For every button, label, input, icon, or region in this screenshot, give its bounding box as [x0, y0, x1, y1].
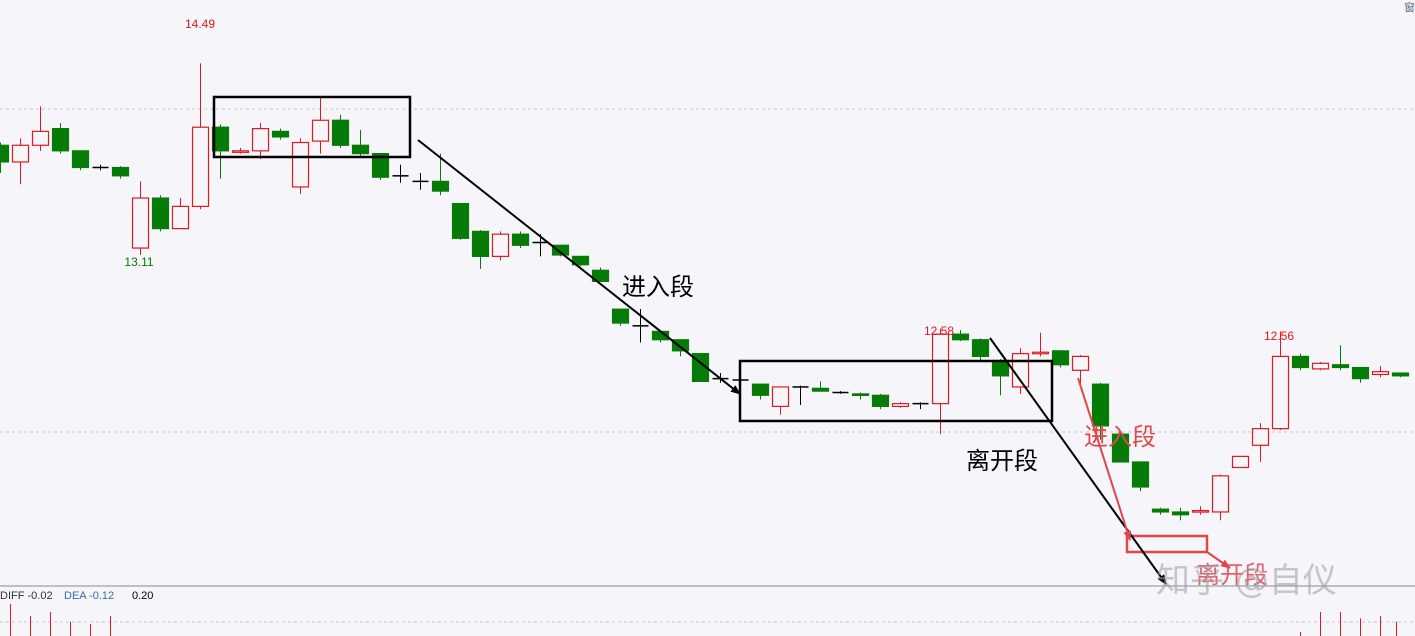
candle-body	[0, 144, 10, 163]
candle-body	[1151, 508, 1170, 513]
candle-body	[1331, 364, 1350, 369]
candle-body	[51, 128, 70, 152]
exit-segment-label-red: 离开段	[1196, 561, 1268, 589]
candle-body	[1191, 509, 1210, 513]
candle-body	[1291, 355, 1310, 369]
candle-body	[991, 359, 1010, 377]
candle-body	[1111, 433, 1130, 463]
annotation-overlay	[212, 95, 1231, 585]
consolidation-box	[212, 95, 412, 159]
candles	[0, 63, 1410, 636]
grid-lines	[0, 108, 1415, 623]
high-price-label: 14.49	[185, 17, 215, 31]
candle-body	[1091, 383, 1110, 427]
candle-body	[371, 153, 390, 178]
candle-body	[891, 403, 910, 408]
candle-body	[1351, 366, 1370, 380]
candle-body	[511, 233, 530, 246]
candle-body	[571, 255, 590, 266]
candle-body	[1231, 455, 1250, 469]
candle-body	[151, 197, 170, 230]
candle-body	[1051, 350, 1070, 366]
entry-arrow	[417, 139, 741, 395]
candle-body	[1311, 362, 1330, 370]
candle-body	[491, 233, 510, 257]
candle-body	[351, 144, 370, 155]
candle-body	[11, 144, 30, 163]
high-price-label: 12.58	[924, 324, 954, 338]
candle-body	[431, 180, 450, 192]
dea-label: DEA -0.12	[64, 590, 114, 602]
candle-body	[271, 130, 290, 138]
exit-arrow-red	[1206, 551, 1231, 569]
candle-body	[591, 269, 610, 282]
candle-body	[931, 333, 950, 405]
candle-body	[951, 333, 970, 341]
watermark: 知乎 @自仪	[1156, 561, 1337, 601]
candle-body	[311, 119, 330, 142]
candle-body	[231, 150, 250, 153]
candle-body	[71, 150, 90, 169]
candle-body	[611, 308, 630, 324]
corner-glyph: 窗	[1404, 0, 1415, 14]
entry-segment-label: 进入段	[622, 273, 694, 301]
candle-body	[1071, 355, 1090, 371]
candle-body	[111, 166, 130, 177]
candle-body	[31, 130, 50, 146]
candle-body	[1251, 428, 1270, 446]
candle-body	[751, 383, 770, 396]
candle-body	[1391, 372, 1410, 377]
candle-body	[811, 387, 830, 392]
candle-body	[1131, 461, 1150, 488]
candle-body	[851, 393, 870, 396]
candle-body	[971, 339, 990, 357]
indicator-value-label: 0.20	[132, 590, 153, 602]
candle-body	[771, 386, 790, 408]
low-price-label: 13.11	[124, 255, 153, 269]
candle-body	[1171, 511, 1190, 516]
candle-body	[871, 394, 890, 408]
candle-body	[451, 203, 470, 239]
candle-body	[171, 205, 190, 230]
candle-body	[1271, 355, 1290, 430]
candle-body	[331, 119, 350, 146]
candle-body	[1211, 475, 1230, 513]
candle-body	[551, 244, 570, 256]
candle-body	[251, 128, 270, 152]
candle-body	[671, 339, 690, 352]
candle-body	[1031, 351, 1050, 355]
entry-arrow-red	[1077, 377, 1132, 541]
candle-body	[131, 197, 150, 249]
exit-arrow	[989, 337, 1167, 585]
candle-body	[1371, 371, 1390, 376]
entry-segment-label-red: 进入段	[1084, 423, 1156, 451]
high-price-label: 12.56	[1264, 329, 1294, 343]
exit-segment-label: 离开段	[966, 447, 1038, 475]
diff-label: DIFF -0.02	[0, 590, 53, 602]
candle-body	[211, 126, 230, 152]
candle-body	[291, 141, 310, 188]
candle-body	[471, 230, 490, 257]
candle-body	[191, 126, 210, 207]
consolidation-box-red	[1125, 534, 1209, 554]
